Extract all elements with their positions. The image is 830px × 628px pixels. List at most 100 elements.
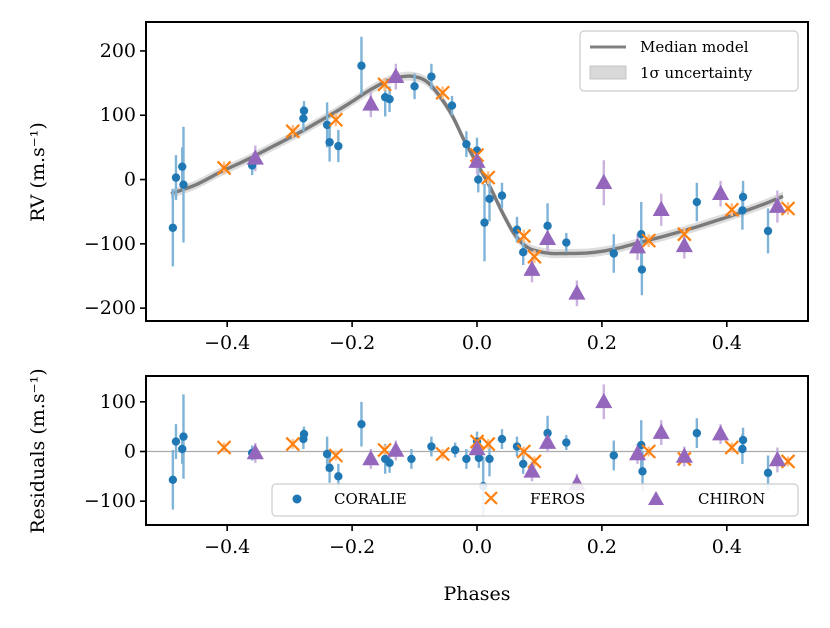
chiron-legend-label: CHIRON bbox=[698, 490, 765, 508]
rv-coralie-point bbox=[357, 61, 366, 70]
residuals-y-tick-label: 100 bbox=[100, 391, 136, 413]
rv-x-tick-label: 0.2 bbox=[587, 332, 617, 354]
residuals-x-tick-label: −0.2 bbox=[329, 536, 375, 558]
residuals-chiron-point bbox=[652, 423, 670, 439]
rv-feros-point bbox=[328, 112, 344, 128]
rv-chiron-point bbox=[468, 152, 486, 168]
residuals-feros-point-stroke-b bbox=[285, 436, 301, 452]
rv-coralie-point bbox=[168, 223, 178, 232]
residuals-chiron-point bbox=[768, 450, 786, 467]
rv-feros-point-stroke-b bbox=[527, 249, 542, 264]
rv-coralie-point bbox=[738, 192, 748, 202]
rv-feros-point bbox=[724, 202, 740, 218]
rv-y-tick-label: −100 bbox=[84, 233, 136, 255]
residuals-chiron-point bbox=[712, 425, 730, 441]
residuals-chiron-point bbox=[628, 444, 647, 461]
rv-coralie-point bbox=[474, 175, 483, 184]
rv-coralie-point bbox=[178, 162, 187, 171]
rv-x-tick-label: −0.4 bbox=[204, 332, 250, 354]
rv-chiron-point bbox=[568, 284, 586, 300]
rv-feros-point bbox=[641, 233, 657, 248]
residuals-axis-ticks: −0.4 −0.2 0.0 0.2 0.4 −100 0 100 bbox=[84, 391, 742, 558]
residuals-coralie-point bbox=[334, 472, 343, 481]
residuals-feros-point-stroke-b bbox=[377, 442, 392, 458]
residuals-feros-point-stroke-b bbox=[641, 444, 657, 459]
residuals-coralie-point bbox=[178, 444, 187, 454]
rv-marker-layer bbox=[168, 61, 796, 300]
rv-feros-point bbox=[516, 228, 532, 244]
rv-coralie-point bbox=[299, 114, 308, 123]
residuals-coralie-point bbox=[168, 475, 178, 485]
residuals-coralie-point bbox=[485, 454, 494, 464]
residuals-x-tick-label: −0.4 bbox=[204, 536, 250, 558]
rv-chiron-point bbox=[768, 197, 786, 213]
coralie-legend-marker bbox=[292, 494, 302, 504]
residuals-y-tick-label: −100 bbox=[84, 490, 136, 512]
rv-feros-point-stroke-b bbox=[677, 226, 692, 242]
rv-chiron-point bbox=[523, 260, 541, 276]
rv-legend-box bbox=[579, 30, 799, 92]
residuals-feros-point-stroke-b bbox=[480, 436, 496, 452]
rv-plot-frame bbox=[145, 21, 809, 322]
residuals-coralie-point bbox=[497, 434, 507, 444]
rv-feros-point bbox=[435, 85, 450, 101]
rv-panel: −0.4 −0.2 0.0 0.2 0.4 −200 −100 0 100 200 RV (m.s… bbox=[27, 21, 809, 354]
residuals-coralie-point bbox=[450, 445, 460, 455]
rv-coralie-point bbox=[299, 106, 309, 115]
feros-legend-marker bbox=[484, 491, 498, 505]
chiron-legend-marker bbox=[648, 491, 664, 505]
rv-coralie-point bbox=[562, 238, 571, 247]
uncertainty-legend-swatch bbox=[589, 65, 627, 80]
uncertainty-legend-label: 1σ uncertainty bbox=[640, 64, 753, 82]
residuals-coralie-point bbox=[474, 453, 484, 463]
residuals-panel: CORALIE FEROS CHIRON −0.4 −0.2 0.0 0.2 0.4 −1… bbox=[27, 368, 809, 605]
residuals-feros-point bbox=[285, 436, 301, 452]
rv-chiron-point bbox=[246, 149, 264, 165]
residuals-chiron-point bbox=[246, 443, 264, 460]
rv-coralie-point bbox=[485, 194, 494, 204]
rv-coralie-point bbox=[385, 94, 394, 104]
residuals-chiron-point bbox=[675, 447, 693, 463]
residuals-feros-point bbox=[216, 440, 232, 455]
rv-chiron-point bbox=[652, 200, 670, 217]
rv-feros-point-stroke-b bbox=[285, 124, 301, 139]
rv-coralie-point bbox=[637, 265, 647, 274]
rv-chiron-point bbox=[712, 184, 730, 200]
residuals-chiron-point bbox=[539, 433, 557, 449]
rv-coralie-point bbox=[179, 180, 188, 189]
rv-coralie-point bbox=[519, 247, 528, 257]
rv-x-tick-label: −0.2 bbox=[329, 332, 375, 354]
residuals-feros-point-stroke-b bbox=[516, 444, 532, 459]
feros-legend-label: FEROS bbox=[530, 490, 585, 508]
rv-coralie-point bbox=[462, 139, 471, 149]
rv-chiron-point bbox=[675, 236, 693, 253]
residuals-coralie-point bbox=[179, 432, 188, 441]
residuals-coralie-point bbox=[171, 437, 181, 446]
residuals-plot-frame bbox=[145, 375, 809, 526]
residuals-feros-point bbox=[435, 446, 450, 462]
rv-coralie-point bbox=[480, 218, 489, 227]
rv-coralie-point bbox=[447, 101, 457, 110]
rv-feros-point bbox=[480, 170, 496, 185]
residuals-coralie-point bbox=[692, 428, 702, 438]
rv-coralie-point bbox=[543, 221, 552, 231]
residuals-feros-point-stroke-b bbox=[435, 446, 450, 462]
residuals-coralie-point bbox=[385, 458, 394, 468]
rv-coralie-point bbox=[171, 173, 181, 182]
rv-chiron-point bbox=[362, 95, 380, 111]
coralie-legend-label: CORALIE bbox=[334, 490, 407, 508]
residuals-coralie-point bbox=[407, 454, 416, 464]
residuals-coralie-point bbox=[519, 459, 528, 469]
residuals-chiron-point bbox=[362, 449, 380, 466]
residuals-legend: CORALIE FEROS CHIRON bbox=[271, 483, 799, 517]
residuals-coralie-point bbox=[299, 429, 309, 439]
rv-feros-point-stroke-b bbox=[435, 85, 450, 101]
rv-y-tick-label: 200 bbox=[100, 40, 136, 62]
rv-coralie-point bbox=[334, 141, 343, 151]
rv-y-tick-label: −200 bbox=[84, 297, 136, 319]
rv-y-tick-label: 100 bbox=[100, 104, 136, 126]
rv-coralie-point bbox=[763, 226, 773, 236]
rv-y-axis-label: RV (m.s⁻¹) bbox=[27, 122, 49, 222]
